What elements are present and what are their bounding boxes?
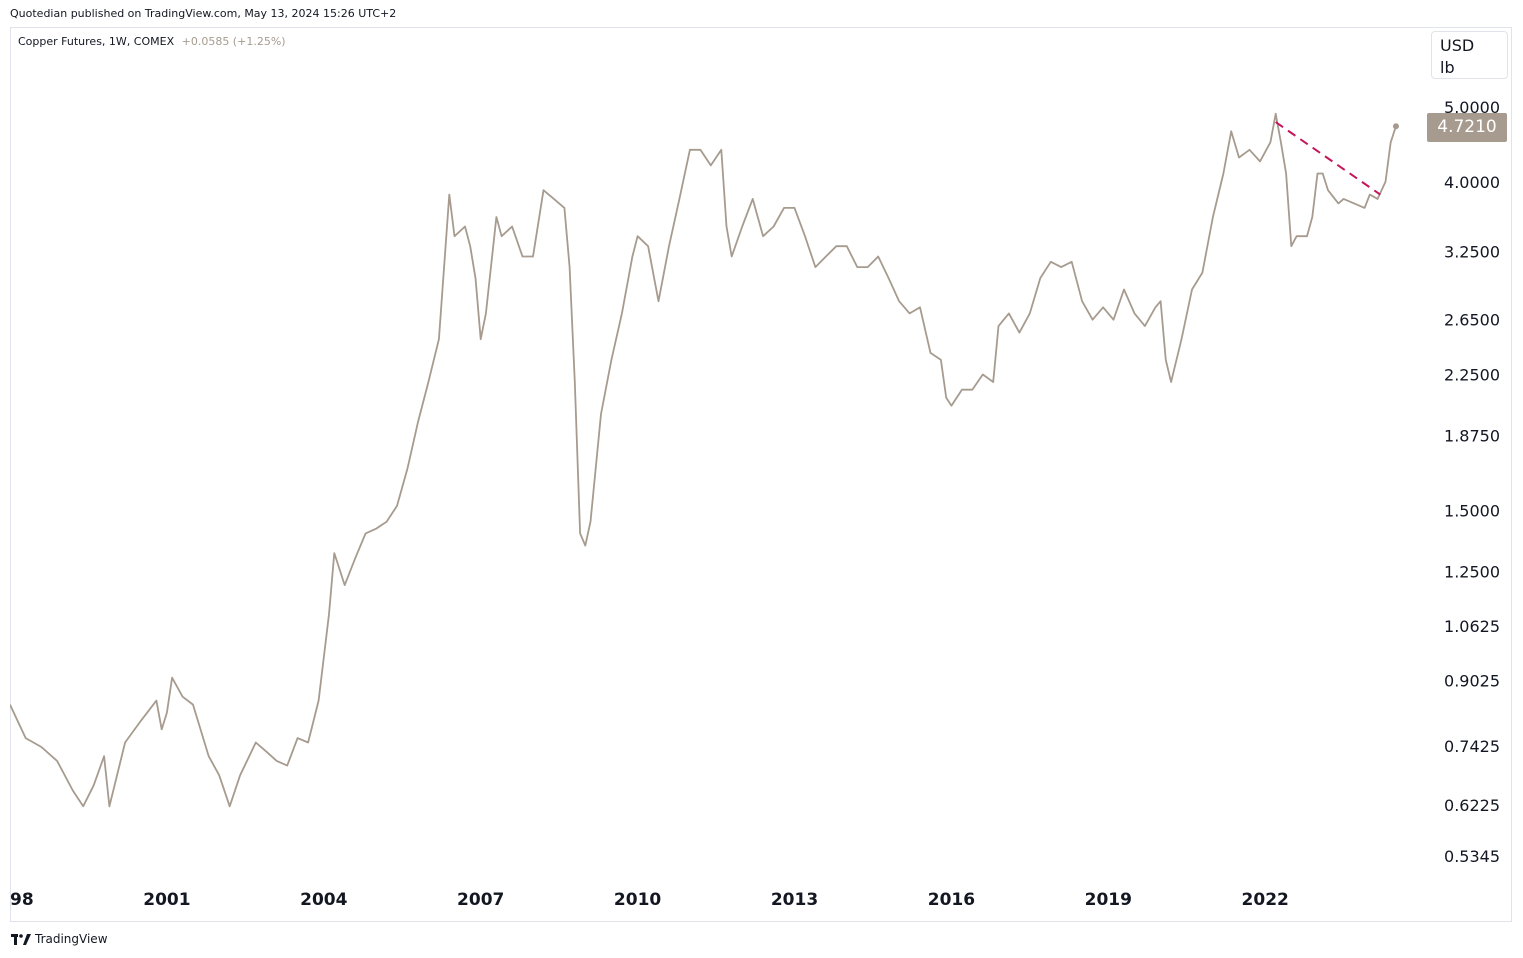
- chart-frame: [10, 27, 1512, 922]
- y-tick-label: 5.0000: [1444, 98, 1500, 117]
- x-tick-label: 1998: [0, 890, 34, 910]
- y-tick-label: 0.6225: [1444, 796, 1500, 815]
- x-tick-label: 2019: [1085, 890, 1132, 910]
- last-price-tag: 4.7210: [1427, 113, 1507, 142]
- tradingview-brand[interactable]: TradingView: [11, 932, 108, 946]
- symbol-label: Copper Futures, 1W, COMEX: [18, 35, 175, 48]
- y-tick-label: 2.6500: [1444, 311, 1500, 330]
- y-tick-label: 0.9025: [1444, 672, 1500, 691]
- y-tick-label: 4.0000: [1444, 173, 1500, 192]
- price-line: [10, 112, 1397, 808]
- price-change: +0.0585 (+1.25%): [181, 35, 286, 48]
- y-tick-label: 1.8750: [1444, 427, 1500, 446]
- tradingview-logo-icon: [11, 933, 31, 945]
- unit-label: lb: [1440, 58, 1455, 77]
- last-price-point: [1392, 123, 1399, 130]
- x-tick-label: 2022: [1242, 890, 1289, 910]
- y-tick-label: 1.5000: [1444, 501, 1500, 520]
- y-tick-label: 0.5345: [1444, 847, 1500, 866]
- x-tick-label: 2004: [300, 890, 347, 910]
- trendline[interactable]: [1275, 121, 1381, 196]
- y-tick-label: 0.7425: [1444, 737, 1500, 756]
- chart-legend[interactable]: Copper Futures, 1W, COMEX +0.0585 (+1.25…: [18, 35, 286, 48]
- x-tick-label: 2001: [143, 890, 190, 910]
- unit-selector[interactable]: USD lb: [1431, 31, 1508, 79]
- x-tick-label: 2010: [614, 890, 661, 910]
- y-tick-label: 3.2500: [1444, 242, 1500, 261]
- brand-name: TradingView: [35, 932, 108, 946]
- x-tick-label: 2013: [771, 890, 818, 910]
- y-tick-label: 2.2500: [1444, 365, 1500, 384]
- y-tick-label: 1.0625: [1444, 617, 1500, 636]
- y-tick-label: 1.2500: [1444, 562, 1500, 581]
- x-tick-label: 2016: [928, 890, 975, 910]
- x-tick-label: 2007: [457, 890, 504, 910]
- currency-label: USD: [1440, 36, 1475, 55]
- publisher-credit: Quotedian published on TradingView.com, …: [10, 7, 397, 20]
